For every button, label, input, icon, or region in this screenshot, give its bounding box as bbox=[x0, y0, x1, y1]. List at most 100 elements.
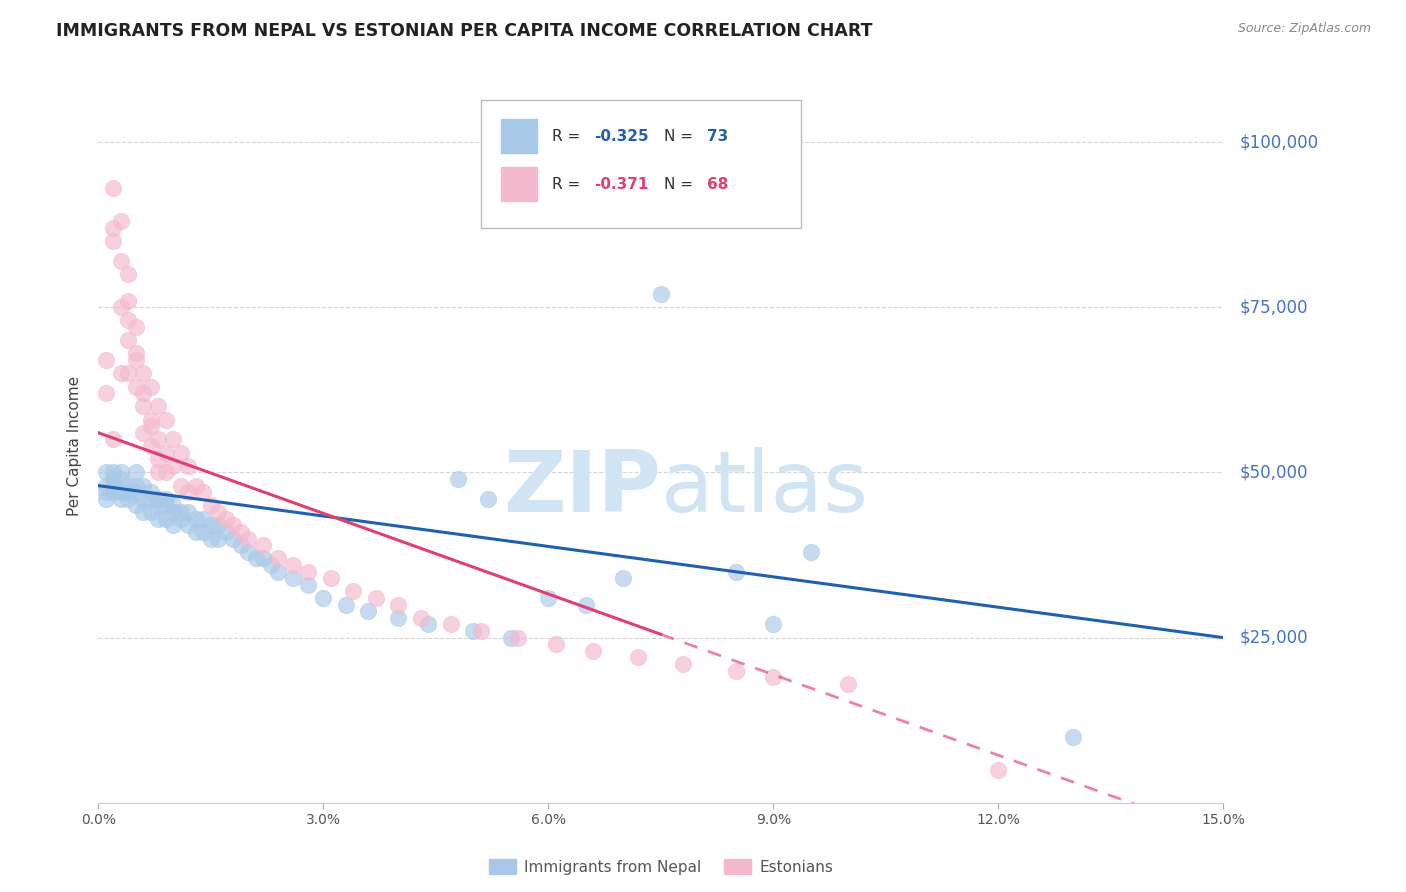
Point bbox=[837, 677, 859, 691]
Point bbox=[132, 491, 155, 506]
Point bbox=[170, 445, 193, 459]
Point bbox=[155, 491, 177, 506]
Point bbox=[148, 491, 170, 506]
Y-axis label: Per Capita Income: Per Capita Income bbox=[67, 376, 83, 516]
Text: N =: N = bbox=[664, 128, 697, 144]
Text: R =: R = bbox=[551, 128, 585, 144]
Point bbox=[103, 181, 125, 195]
Point bbox=[132, 505, 155, 519]
Point bbox=[222, 518, 245, 533]
Text: $100,000: $100,000 bbox=[1240, 133, 1319, 151]
Point bbox=[537, 591, 560, 605]
Point bbox=[148, 452, 170, 467]
Point bbox=[162, 499, 184, 513]
Point bbox=[110, 367, 132, 381]
Point bbox=[283, 558, 305, 572]
Point bbox=[575, 598, 598, 612]
Point bbox=[148, 400, 170, 414]
Point bbox=[94, 491, 117, 506]
Point bbox=[117, 267, 139, 281]
Point bbox=[238, 532, 260, 546]
Point bbox=[1062, 730, 1084, 744]
Point bbox=[252, 538, 274, 552]
Point bbox=[252, 551, 274, 566]
Point bbox=[762, 617, 785, 632]
Point bbox=[200, 499, 222, 513]
Point bbox=[200, 532, 222, 546]
Point bbox=[177, 458, 200, 473]
Point bbox=[110, 485, 132, 500]
Point bbox=[312, 591, 335, 605]
Point bbox=[800, 545, 823, 559]
Point bbox=[447, 472, 470, 486]
Point bbox=[94, 353, 117, 368]
Text: N =: N = bbox=[664, 177, 697, 192]
Point bbox=[162, 433, 184, 447]
Point bbox=[200, 518, 222, 533]
Text: ZIP: ZIP bbox=[503, 447, 661, 531]
Point bbox=[499, 631, 522, 645]
Point bbox=[612, 571, 634, 585]
Point bbox=[409, 611, 432, 625]
Point bbox=[110, 466, 132, 480]
Point bbox=[155, 412, 177, 426]
Point bbox=[342, 584, 364, 599]
Point bbox=[125, 379, 148, 393]
Point bbox=[184, 478, 207, 492]
Point bbox=[544, 637, 567, 651]
Point bbox=[155, 511, 177, 525]
Point bbox=[762, 670, 785, 684]
Point bbox=[94, 466, 117, 480]
Point bbox=[387, 611, 409, 625]
Point bbox=[148, 511, 170, 525]
Point bbox=[103, 485, 125, 500]
FancyBboxPatch shape bbox=[501, 120, 537, 153]
Point bbox=[139, 412, 162, 426]
Text: 68: 68 bbox=[707, 177, 728, 192]
Point bbox=[724, 664, 747, 678]
Point bbox=[170, 478, 193, 492]
Point bbox=[364, 591, 387, 605]
Point bbox=[184, 524, 207, 539]
Point bbox=[125, 485, 148, 500]
Point bbox=[724, 565, 747, 579]
Point bbox=[215, 524, 238, 539]
Point bbox=[103, 221, 125, 235]
Point bbox=[170, 511, 193, 525]
Text: -0.371: -0.371 bbox=[595, 177, 648, 192]
Point bbox=[132, 425, 155, 440]
Point bbox=[177, 485, 200, 500]
Point bbox=[117, 367, 139, 381]
Point bbox=[103, 466, 125, 480]
Text: R =: R = bbox=[551, 177, 585, 192]
Point bbox=[297, 565, 319, 579]
Point bbox=[117, 313, 139, 327]
Point bbox=[170, 505, 193, 519]
Point bbox=[162, 458, 184, 473]
Point bbox=[117, 293, 139, 308]
Point bbox=[139, 491, 162, 506]
Text: $50,000: $50,000 bbox=[1240, 464, 1309, 482]
Point bbox=[987, 763, 1010, 777]
Point bbox=[297, 578, 319, 592]
Point bbox=[418, 617, 440, 632]
Point bbox=[117, 333, 139, 347]
Point bbox=[463, 624, 485, 638]
Point bbox=[103, 478, 125, 492]
Point bbox=[155, 499, 177, 513]
Point bbox=[110, 254, 132, 268]
Point bbox=[335, 598, 357, 612]
Point bbox=[125, 353, 148, 368]
Point bbox=[103, 433, 125, 447]
Text: IMMIGRANTS FROM NEPAL VS ESTONIAN PER CAPITA INCOME CORRELATION CHART: IMMIGRANTS FROM NEPAL VS ESTONIAN PER CA… bbox=[56, 22, 873, 40]
Point bbox=[132, 367, 155, 381]
Text: $25,000: $25,000 bbox=[1240, 629, 1309, 647]
Point bbox=[162, 518, 184, 533]
Point bbox=[238, 545, 260, 559]
Point bbox=[132, 400, 155, 414]
Point bbox=[132, 478, 155, 492]
Point bbox=[582, 644, 605, 658]
Point bbox=[148, 499, 170, 513]
Point bbox=[94, 478, 117, 492]
Point bbox=[260, 558, 283, 572]
